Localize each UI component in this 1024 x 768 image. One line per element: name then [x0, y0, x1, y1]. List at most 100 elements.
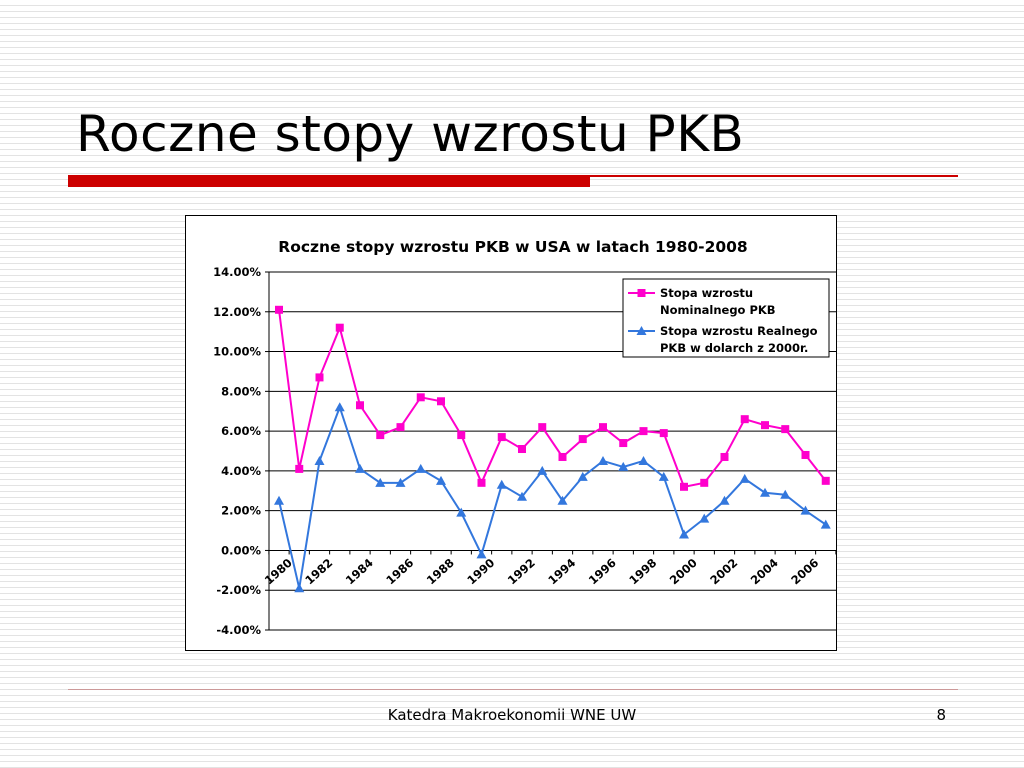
data-point [680, 482, 688, 491]
chart-title: Roczne stopy wzrostu PKB w USA w latach … [278, 238, 747, 256]
data-point [679, 529, 689, 539]
y-tick-label: 2.00% [221, 504, 261, 518]
x-tick-label: 1984 [343, 556, 376, 588]
data-point [274, 495, 284, 505]
legend-marker [636, 326, 647, 335]
data-point [456, 507, 467, 517]
data-point [618, 461, 629, 471]
title-underline-thin [590, 175, 958, 177]
line-chart: Roczne stopy wzrostu PKB w USA w latach … [213, 238, 837, 637]
data-point [739, 473, 750, 483]
footer-text: Katedra Makroekonomii WNE UW [387, 706, 637, 724]
data-point [699, 513, 710, 523]
data-point [658, 471, 669, 481]
data-point [355, 463, 365, 473]
data-point [800, 505, 811, 515]
data-point [577, 471, 588, 481]
x-tick-label: 1980 [262, 556, 295, 588]
data-point [760, 487, 770, 497]
data-point [820, 519, 831, 529]
data-point [436, 475, 446, 485]
x-tick-label: 1992 [505, 556, 538, 588]
data-point [437, 397, 445, 406]
data-point [619, 439, 628, 448]
data-point [700, 478, 709, 487]
x-tick-label: 2002 [707, 556, 740, 588]
x-tick-label: 1982 [302, 556, 335, 588]
data-point [314, 455, 325, 465]
data-point [375, 477, 386, 487]
data-point [720, 452, 729, 461]
data-point [578, 435, 587, 444]
data-point [476, 549, 487, 559]
data-point [496, 479, 507, 489]
data-point [780, 489, 791, 499]
data-point [416, 393, 425, 402]
x-tick-label: 1986 [383, 556, 416, 588]
data-point [761, 421, 769, 430]
data-point [315, 373, 324, 382]
y-tick-label: 14.00% [213, 265, 261, 279]
data-point [415, 463, 426, 473]
x-tick-label: 1988 [424, 556, 457, 588]
data-point [801, 450, 810, 459]
legend-marker [637, 289, 646, 297]
data-point [275, 305, 283, 314]
y-tick-label: 8.00% [221, 384, 261, 398]
data-point [639, 427, 648, 436]
title-underline-red [68, 175, 590, 187]
data-point [599, 423, 607, 432]
data-point [638, 455, 649, 465]
data-point [376, 431, 385, 440]
series-line-1 [278, 309, 827, 488]
y-tick-label: 0.00% [221, 543, 261, 557]
y-tick-label: -4.00% [216, 623, 261, 637]
x-tick-label: 1998 [626, 556, 659, 588]
data-point [335, 323, 344, 332]
x-tick-label: 1990 [464, 556, 497, 588]
y-tick-label: 12.00% [213, 305, 261, 319]
data-point [719, 495, 730, 505]
chart-frame: Roczne stopy wzrostu PKB w USA w latach … [185, 215, 837, 651]
footer-divider [68, 689, 958, 690]
legend: Stopa wzrostu Nominalnego PKB Stopa wzrost… [622, 278, 830, 358]
y-tick-label: -2.00% [216, 583, 261, 597]
legend-label: Stopa wzrostu Realnego [660, 324, 818, 338]
x-tick-label: 2004 [748, 556, 781, 588]
data-point [517, 491, 527, 501]
data-point [295, 464, 304, 473]
data-point [356, 401, 364, 410]
data-point [781, 425, 790, 434]
legend-label: PKB w dolarch z 2000r. [660, 341, 808, 355]
data-point [518, 445, 526, 454]
x-tick-label: 1994 [545, 556, 578, 588]
y-tick-label: 10.00% [213, 345, 261, 359]
data-point [477, 478, 486, 487]
y-tick-label: 6.00% [221, 424, 261, 438]
data-point [396, 423, 405, 432]
y-tick-label: 4.00% [221, 464, 261, 478]
data-point [457, 431, 466, 440]
x-tick-label: 2006 [788, 556, 821, 588]
data-point [740, 415, 749, 424]
x-tick-label: 2000 [667, 556, 700, 588]
legend-box [622, 278, 830, 358]
data-point [537, 465, 548, 475]
slide-title: Roczne stopy wzrostu PKB [76, 105, 745, 163]
data-point [821, 476, 830, 485]
data-point [334, 402, 345, 412]
legend-label: Nominalnego PKB [660, 303, 776, 317]
data-point [294, 583, 305, 593]
data-point [557, 495, 568, 505]
legend-label: Stopa wzrostu [660, 286, 753, 300]
data-point [558, 452, 567, 461]
page-number: 8 [936, 706, 946, 724]
x-tick-label: 1996 [586, 556, 619, 588]
data-point [538, 423, 547, 432]
series [274, 305, 831, 593]
data-point [497, 433, 506, 442]
data-point [598, 455, 608, 465]
series-line-2 [278, 404, 827, 589]
data-point [395, 477, 406, 487]
data-point [659, 429, 668, 438]
